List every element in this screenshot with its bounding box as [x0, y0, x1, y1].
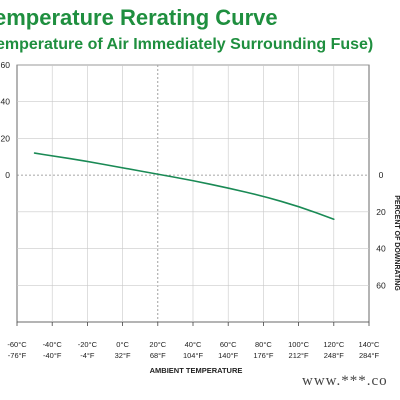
y-right-tick-label: 40: [376, 244, 386, 254]
x-tick-label-celsius: -40°C: [43, 340, 63, 349]
x-tick-label-fahrenheit: -4°F: [80, 351, 95, 360]
y-left-tick-label: 20: [1, 133, 11, 143]
chart-title: emperature Rerating Curve: [0, 5, 278, 30]
x-tick-label-celsius: 40°C: [185, 340, 202, 349]
y-right-tick-label: 60: [376, 280, 386, 290]
x-tick-label-celsius: -60°C: [7, 340, 27, 349]
x-tick-label-fahrenheit: 68°F: [150, 351, 166, 360]
series-line: [33, 152, 335, 220]
x-tick-label-fahrenheit: 248°F: [324, 351, 345, 360]
x-tick-label-celsius: 100°C: [288, 340, 310, 349]
y-right-axis-label: PERCENT OF DOWNRATING: [393, 195, 400, 291]
x-tick-label-celsius: 20°C: [149, 340, 166, 349]
x-tick-label-fahrenheit: 284°F: [359, 351, 380, 360]
x-tick-label-celsius: -20°C: [78, 340, 98, 349]
x-tick-label-fahrenheit: 176°F: [253, 351, 274, 360]
x-tick-label-fahrenheit: 140°F: [218, 351, 239, 360]
y-left-tick-label: 60: [1, 60, 11, 70]
x-tick-label-celsius: 60°C: [220, 340, 237, 349]
y-right-tick-label: 20: [376, 207, 386, 217]
x-tick-label-celsius: 140°C: [359, 340, 381, 349]
x-axis-label: AMBIENT TEMPERATURE: [150, 366, 243, 375]
x-tick-label-celsius: 80°C: [255, 340, 272, 349]
y-right-tick-label: 0: [379, 170, 384, 180]
x-tick-label-fahrenheit: -76°F: [8, 351, 27, 360]
y-left-tick-label: 0: [5, 170, 10, 180]
x-tick-label-fahrenheit: 212°F: [289, 351, 310, 360]
x-tick-label-celsius: 0°C: [116, 340, 129, 349]
x-tick-label-celsius: 120°C: [323, 340, 345, 349]
watermark-text: www.***.co: [302, 373, 388, 389]
chart-subtitle: emperature of Air Immediately Surroundin…: [0, 36, 374, 53]
y-left-tick-label: 40: [1, 97, 11, 107]
x-tick-label-fahrenheit: 104°F: [183, 351, 204, 360]
x-tick-label-fahrenheit: 32°F: [115, 351, 131, 360]
x-tick-label-fahrenheit: -40°F: [43, 351, 62, 360]
